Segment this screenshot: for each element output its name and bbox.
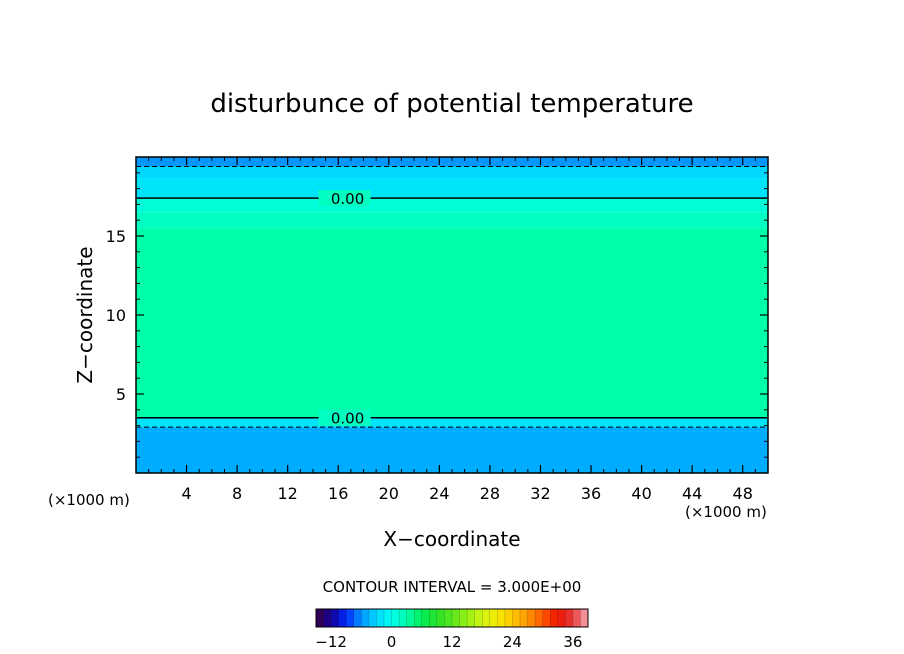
x-tick-label: 24 — [429, 484, 449, 503]
contour-interval-text: CONTOUR INTERVAL = 3.000E+00 — [323, 578, 582, 596]
colorbar-cell — [527, 608, 536, 628]
colorbar-tick-label: 0 — [387, 633, 397, 651]
colorbar-cell — [436, 608, 445, 628]
colorbar-cell — [376, 608, 385, 628]
colorbar-cell — [330, 608, 340, 628]
x-unit-right: (×1000 m) — [685, 503, 767, 521]
y-tick-label: 5 — [116, 385, 126, 404]
colorbar-cell — [406, 608, 415, 628]
colorbar-cell — [572, 608, 581, 628]
colorbar-cell — [482, 608, 491, 628]
colorbar-cell — [580, 608, 589, 628]
colorbar-cell — [459, 608, 468, 628]
colorbar-cell — [315, 608, 325, 628]
colorbar-cell — [338, 608, 347, 628]
colorbar-cell — [346, 608, 355, 628]
colorbar-tick-label: 36 — [563, 633, 582, 651]
colorbar-cell — [421, 608, 430, 628]
x-tick-label: 4 — [181, 484, 191, 503]
colorbar-cell — [429, 608, 438, 628]
contour-label-bg — [318, 190, 371, 207]
colorbar-tick-label: 24 — [503, 633, 522, 651]
colorbar-cell — [353, 608, 362, 628]
colorbar-cell — [391, 608, 400, 628]
x-tick-label: 20 — [379, 484, 399, 503]
contour-label: 0.00 — [331, 190, 364, 208]
x-tick-label: 48 — [733, 484, 753, 503]
chart-title: disturbunce of potential temperature — [210, 89, 693, 119]
colorbar-cell — [398, 608, 408, 628]
colorbar-cell — [444, 608, 453, 628]
colorbar-tick-label: −12 — [315, 633, 347, 651]
x-tick-label: 8 — [232, 484, 242, 503]
x-tick-label: 40 — [631, 484, 651, 503]
field-layer — [136, 166, 768, 178]
y-axis-label: Z−coordinate — [73, 246, 97, 383]
colorbar-cell — [497, 608, 506, 628]
colorbar-cell — [534, 608, 544, 628]
x-tick-label: 32 — [530, 484, 550, 503]
field-layer — [136, 417, 768, 428]
field-layer — [136, 157, 768, 167]
colorbar-tick-label: 12 — [442, 633, 461, 651]
y-tick-label: 10 — [106, 306, 126, 325]
plot-area — [136, 157, 768, 473]
field-layer — [136, 427, 768, 473]
y-tick-label: 15 — [106, 227, 126, 246]
colorbar-cell — [557, 608, 566, 628]
field-layer — [136, 198, 768, 213]
colorbar-cell — [361, 608, 370, 628]
field-layer — [136, 228, 768, 418]
colorbar-cell — [368, 608, 377, 628]
colorbar-cell — [489, 608, 498, 628]
colorbar-cell — [466, 608, 476, 628]
contour-labels: 0.00 0.00 — [318, 190, 371, 428]
colorbar-cell — [542, 608, 551, 628]
contour-lines — [136, 165, 768, 428]
x-tick-label: 16 — [328, 484, 348, 503]
colorbar-cell — [414, 608, 423, 628]
y-axis: 5 10 15 — [106, 172, 768, 458]
field-layer — [136, 177, 768, 199]
colorbar-cell — [323, 608, 332, 628]
colorbar-cell — [550, 608, 559, 628]
contour-label-bg — [318, 409, 371, 426]
x-tick-label: 36 — [581, 484, 601, 503]
colorbar-cell — [504, 608, 513, 628]
colorbar-frame — [315, 608, 589, 628]
x-axis: 4 8 12 16 20 24 28 32 36 40 44 48 — [148, 157, 756, 503]
colorbar-cell — [474, 608, 483, 628]
contour-label: 0.00 — [331, 410, 364, 428]
x-unit-left: (×1000 m) — [48, 491, 130, 509]
colorbar-cell — [519, 608, 529, 628]
x-tick-label: 44 — [682, 484, 702, 503]
x-axis-label: X−coordinate — [383, 527, 520, 551]
colorbar — [315, 608, 589, 628]
colorbar-cell — [512, 608, 521, 628]
colorbar-cell — [451, 608, 461, 628]
x-tick-label: 28 — [480, 484, 500, 503]
field-layer — [136, 212, 768, 229]
x-tick-label: 12 — [278, 484, 298, 503]
colorbar-cell — [565, 608, 574, 628]
colorbar-ticks: −12 0 12 24 36 — [315, 633, 582, 651]
colorbar-cell — [383, 608, 393, 628]
